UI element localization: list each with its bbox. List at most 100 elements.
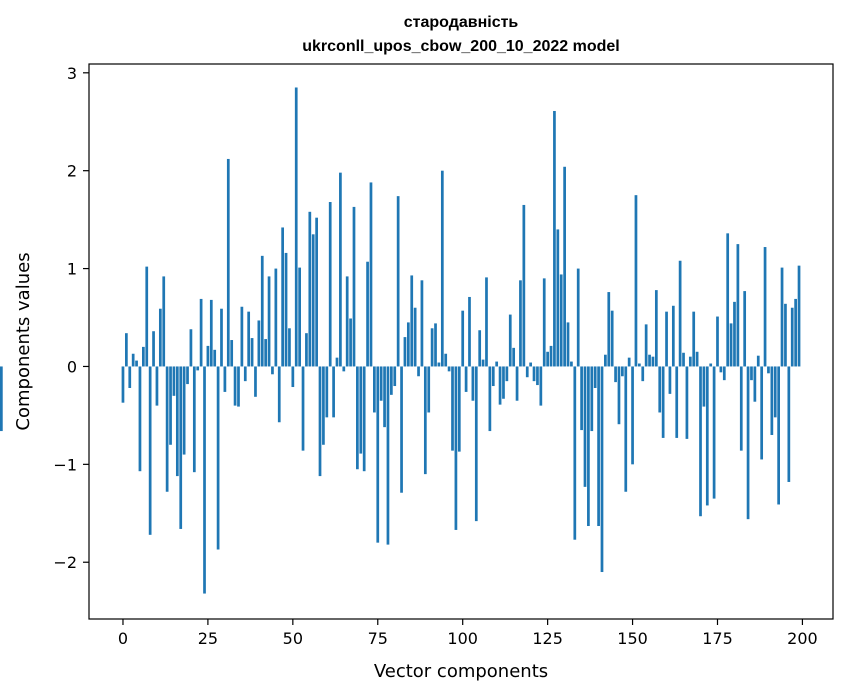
bar-93 <box>437 362 441 367</box>
bar-108 <box>488 366 492 432</box>
bar-57 <box>315 217 318 367</box>
bar-159 <box>661 366 665 438</box>
bar-88 <box>420 280 424 367</box>
bar-77 <box>383 366 386 428</box>
bar-199 <box>797 265 801 367</box>
y-tick-label: −2 <box>53 553 77 572</box>
bar-1 <box>125 333 128 367</box>
bar-36 <box>243 366 247 382</box>
bar-116 <box>515 366 519 401</box>
bar-2 <box>128 366 132 388</box>
bar-series <box>0 87 801 594</box>
bar-186 <box>753 366 757 402</box>
y-tick-label: 3 <box>67 64 77 83</box>
bar-184 <box>746 366 750 520</box>
bar-98 <box>454 366 458 530</box>
bar-196 <box>787 366 791 482</box>
bar-9 <box>152 331 155 367</box>
bar-38 <box>250 338 254 367</box>
bar-92 <box>434 323 437 367</box>
bar-49 <box>288 328 291 367</box>
bar-76 <box>379 366 383 401</box>
bar-114 <box>508 314 512 367</box>
bar-174 <box>712 366 716 499</box>
bar-undefined <box>0 366 3 432</box>
bar-44 <box>271 366 274 375</box>
bar-104 <box>474 366 478 522</box>
bar-7 <box>145 266 149 367</box>
bar-143 <box>607 292 611 367</box>
bar-122 <box>536 366 539 386</box>
bar-89 <box>423 366 427 475</box>
bar-29 <box>220 308 223 367</box>
bar-173 <box>709 363 713 367</box>
bar-43 <box>267 276 271 367</box>
bar-35 <box>240 306 244 367</box>
bar-37 <box>247 311 251 367</box>
bar-84 <box>406 322 410 367</box>
bar-164 <box>678 260 682 367</box>
bar-112 <box>502 366 505 399</box>
bar-34 <box>237 366 240 407</box>
bar-133 <box>573 366 577 540</box>
bar-95 <box>444 353 448 367</box>
bar-155 <box>648 354 651 367</box>
bar-132 <box>570 361 573 367</box>
bar-170 <box>699 366 702 517</box>
y-tick-label: −1 <box>53 455 77 474</box>
bar-177 <box>722 366 726 381</box>
x-tick-label: 175 <box>702 629 733 648</box>
bar-32 <box>230 340 234 367</box>
bar-135 <box>580 366 583 431</box>
bar-58 <box>318 366 322 477</box>
bar-141 <box>600 366 604 573</box>
x-axis-label: Vector components <box>374 661 548 682</box>
bar-105 <box>478 330 482 367</box>
bar-147 <box>621 366 624 377</box>
x-tick-label: 75 <box>368 629 388 648</box>
bar-45 <box>274 268 278 367</box>
bar-62 <box>332 366 335 418</box>
bar-145 <box>614 366 617 383</box>
bar-188 <box>760 366 764 460</box>
bar-111 <box>498 366 502 405</box>
bar-12 <box>162 276 166 367</box>
plot-frame <box>88 63 834 620</box>
bar-118 <box>522 204 526 367</box>
bar-8 <box>148 366 152 535</box>
bar-41 <box>260 255 264 367</box>
x-tick-label: 0 <box>118 629 128 648</box>
bar-25 <box>206 345 210 367</box>
bar-198 <box>794 298 797 367</box>
bar-86 <box>413 307 417 367</box>
bar-96 <box>447 366 451 372</box>
x-tick-label: 150 <box>617 629 648 648</box>
bar-63 <box>335 357 339 367</box>
bar-154 <box>644 324 648 367</box>
bar-115 <box>512 347 516 367</box>
bar-69 <box>356 366 359 470</box>
bar-81 <box>396 196 400 367</box>
bar-79 <box>390 366 393 395</box>
bar-110 <box>495 361 499 367</box>
bar-14 <box>169 366 172 445</box>
bar-20 <box>189 329 193 367</box>
bar-90 <box>427 366 431 413</box>
bar-54 <box>305 333 308 367</box>
bar-139 <box>593 366 597 388</box>
bar-157 <box>654 290 658 367</box>
bar-172 <box>705 366 709 506</box>
bar-78 <box>386 366 390 545</box>
bar-19 <box>186 366 189 385</box>
bar-187 <box>756 355 760 367</box>
bar-26 <box>209 299 213 367</box>
bar-31 <box>226 158 230 367</box>
bar-56 <box>311 234 315 367</box>
bar-162 <box>671 305 675 367</box>
bar-190 <box>767 366 770 374</box>
bar-52 <box>298 267 301 367</box>
bar-152 <box>638 363 641 367</box>
y-axis-ticks: −2 −1 0 1 2 3 <box>53 64 89 572</box>
bar-185 <box>750 366 753 381</box>
